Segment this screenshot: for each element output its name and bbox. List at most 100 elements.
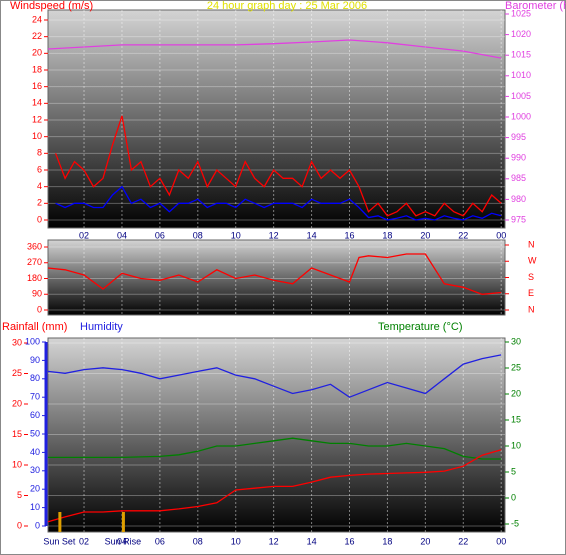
x-tick-label: 12: [269, 536, 279, 546]
y-tick-label: 30: [12, 337, 22, 347]
x-tick-label: 12: [269, 230, 279, 240]
y3-tick-label: 20: [30, 484, 40, 494]
y2-tick-label: 1010: [511, 70, 531, 80]
y2-tick-label: 30: [511, 336, 521, 346]
y-tick-label: 180: [27, 273, 42, 283]
series-line: [48, 437, 502, 460]
y2-tick-label: 5: [511, 466, 516, 476]
y3-tick-label: 70: [30, 392, 40, 402]
y-tick-label: 8: [37, 148, 42, 158]
y-tick-label: 6: [37, 164, 42, 174]
x-tick-label: 04: [117, 230, 127, 240]
y-tick-label: 20: [12, 398, 22, 408]
y2-axis-title: Barometer (hpa): [505, 0, 566, 12]
series-line: [47, 449, 502, 523]
y-tick-label: 90: [32, 289, 42, 299]
y2-tick-label: 980: [511, 194, 526, 204]
y2-tick-label: 990: [511, 153, 526, 163]
y2-tick-label: -5: [511, 518, 519, 528]
y-tick-label: 22: [32, 31, 42, 41]
y-tick-label: 25: [12, 368, 22, 378]
y2-tick-label: N: [528, 304, 535, 314]
x-tick-label: 18: [382, 536, 392, 546]
y-tick-label: 15: [12, 429, 22, 439]
y2-tick-label: 975: [511, 214, 526, 224]
x-tick-label: 02: [79, 536, 89, 546]
y2-tick-label: S: [528, 272, 534, 282]
y2-tick-label: 1015: [511, 50, 531, 60]
x-tick-label: 00: [496, 230, 506, 240]
x-tick-label: 22: [458, 536, 468, 546]
y-tick-label: 24: [32, 14, 42, 24]
y3-tick-label: 10: [30, 502, 40, 512]
x-tick-label: 00: [496, 536, 506, 546]
sun-event-marker: [121, 512, 125, 532]
x-tick-label: 10: [231, 230, 241, 240]
y-tick-label: 18: [32, 64, 42, 74]
y3-tick-label: 50: [30, 428, 40, 438]
y3-tick-label: 90: [30, 355, 40, 365]
y-tick-label: 20: [32, 48, 42, 58]
y2-tick-label: 1005: [511, 91, 531, 101]
series-line: [54, 115, 502, 217]
y2-tick-label: 20: [511, 388, 521, 398]
y-tick-label: 0: [37, 304, 42, 314]
y-tick-label: 360: [27, 241, 42, 251]
x-tick-label: 14: [307, 230, 317, 240]
y-tick-label: 5: [17, 490, 22, 500]
y2-axis-title: Temperature (°C): [378, 321, 462, 333]
y2-tick-label: 1025: [511, 8, 531, 18]
sun-event-marker: [58, 512, 62, 532]
y3-axis-title: Humidity: [80, 321, 123, 333]
y2-tick-label: 1000: [511, 111, 531, 121]
x-tick-label: 20: [420, 230, 430, 240]
y2-tick-label: 985: [511, 173, 526, 183]
x-tick-label: 08: [193, 536, 203, 546]
y-tick-label: 10: [12, 459, 22, 469]
series-line: [55, 185, 502, 221]
sun-event-label: Sun Rise: [105, 536, 142, 546]
x-tick-label: 20: [420, 536, 430, 546]
y-tick-label: 10: [32, 131, 42, 141]
sun-event-label: Sun Set: [43, 536, 76, 546]
y-tick-label: 16: [32, 81, 42, 91]
x-tick-label: 18: [382, 230, 392, 240]
y-tick-label: 0: [17, 520, 22, 530]
y3-tick-label: 80: [30, 373, 40, 383]
y2-tick-label: 25: [511, 362, 521, 372]
y-tick-label: 12: [32, 114, 42, 124]
y-tick-label: 2: [37, 198, 42, 208]
y2-tick-label: 995: [511, 132, 526, 142]
x-tick-label: 16: [344, 230, 354, 240]
y-tick-label: 4: [37, 181, 42, 191]
x-tick-label: 14: [307, 536, 317, 546]
y3-tick-label: 60: [30, 410, 40, 420]
x-tick-label: 04: [117, 536, 127, 546]
y-tick-label: 14: [32, 98, 42, 108]
x-tick-label: 08: [193, 230, 203, 240]
y2-tick-label: 1020: [511, 29, 531, 39]
y-tick-label: 0: [37, 214, 42, 224]
y-axis-title: Windspeed (m/s): [10, 0, 93, 12]
y-tick-label: 270: [27, 257, 42, 267]
y-axis-title: Rainfall (mm): [2, 321, 67, 333]
x-tick-label: 02: [79, 230, 89, 240]
y3-tick-label: 0: [35, 520, 40, 530]
series-line: [47, 354, 502, 398]
plot-background: [47, 9, 506, 229]
y3-tick-label: 30: [30, 465, 40, 475]
x-tick-label: 06: [155, 536, 165, 546]
y2-tick-label: 10: [511, 440, 521, 450]
series-line: [47, 39, 502, 59]
y3-tick-label: 40: [30, 447, 40, 457]
y2-tick-label: W: [528, 256, 537, 266]
y3-tick-label: 100: [25, 336, 40, 346]
chart-title: 24 hour graph day : 25 Mar 2006: [207, 0, 367, 12]
y2-tick-label: 0: [511, 492, 516, 502]
x-tick-label: 16: [344, 536, 354, 546]
x-tick-label: 06: [155, 230, 165, 240]
series-line: [47, 253, 502, 295]
y2-tick-label: N: [528, 239, 535, 249]
y2-tick-label: 15: [511, 414, 521, 424]
